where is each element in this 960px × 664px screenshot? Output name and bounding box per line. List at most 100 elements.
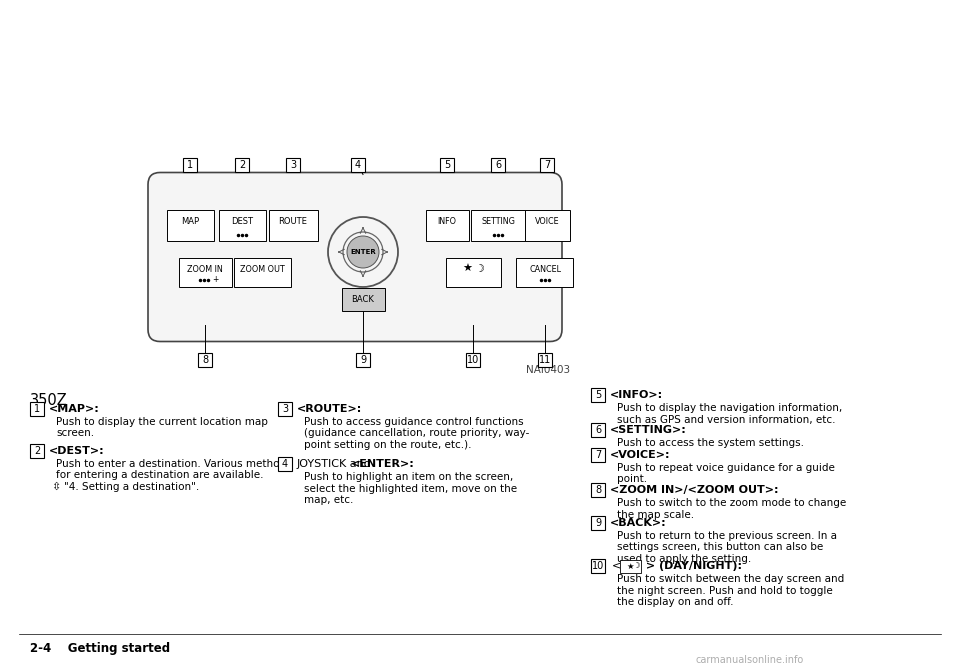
FancyBboxPatch shape (591, 516, 605, 530)
Text: 9: 9 (595, 518, 601, 528)
Text: screen.: screen. (56, 428, 94, 438)
FancyBboxPatch shape (30, 402, 44, 416)
Text: "4. Setting a destination".: "4. Setting a destination". (64, 482, 200, 492)
Text: ★: ★ (462, 264, 472, 274)
FancyBboxPatch shape (591, 559, 605, 573)
FancyBboxPatch shape (470, 210, 525, 240)
Text: +: + (212, 276, 218, 284)
FancyBboxPatch shape (466, 353, 480, 367)
FancyBboxPatch shape (183, 158, 197, 172)
Text: 6: 6 (495, 160, 501, 170)
Text: such as GPS and version information, etc.: such as GPS and version information, etc… (617, 414, 835, 424)
Text: ZOOM OUT: ZOOM OUT (240, 264, 284, 274)
Text: the map scale.: the map scale. (617, 509, 694, 519)
Text: <ZOOM IN>/<ZOOM OUT>:: <ZOOM IN>/<ZOOM OUT>: (610, 485, 779, 495)
Text: for entering a destination are available.: for entering a destination are available… (56, 471, 263, 481)
FancyBboxPatch shape (440, 158, 454, 172)
FancyBboxPatch shape (445, 258, 500, 286)
FancyBboxPatch shape (233, 258, 291, 286)
Text: <BACK>:: <BACK>: (610, 518, 666, 528)
FancyBboxPatch shape (516, 258, 572, 286)
Text: 10: 10 (467, 355, 479, 365)
FancyBboxPatch shape (235, 158, 249, 172)
Text: 10: 10 (592, 561, 604, 571)
Text: <VOICE>:: <VOICE>: (610, 450, 670, 460)
FancyBboxPatch shape (351, 158, 365, 172)
FancyBboxPatch shape (179, 258, 231, 286)
Text: select the highlighted item, move on the: select the highlighted item, move on the (304, 483, 517, 493)
Text: <: < (612, 561, 625, 571)
Text: 4: 4 (282, 459, 288, 469)
Text: 9: 9 (360, 355, 366, 365)
Text: DEST: DEST (231, 216, 253, 226)
Text: 7: 7 (544, 160, 550, 170)
Text: 3: 3 (282, 404, 288, 414)
Text: 2: 2 (239, 160, 245, 170)
FancyBboxPatch shape (591, 483, 605, 497)
Text: > (DAY/NIGHT):: > (DAY/NIGHT): (642, 561, 742, 571)
FancyBboxPatch shape (619, 560, 640, 572)
Text: 7: 7 (595, 450, 601, 460)
Text: the display on and off.: the display on and off. (617, 597, 733, 607)
Text: the night screen. Push and hold to toggle: the night screen. Push and hold to toggl… (617, 586, 832, 596)
FancyBboxPatch shape (342, 288, 385, 311)
Text: ZOOM IN: ZOOM IN (187, 264, 223, 274)
Text: <ROUTE>:: <ROUTE>: (297, 404, 362, 414)
FancyBboxPatch shape (269, 210, 318, 240)
Text: <SETTING>:: <SETTING>: (610, 425, 686, 435)
FancyBboxPatch shape (425, 210, 468, 240)
Text: <DEST>:: <DEST>: (49, 446, 105, 456)
Text: 1: 1 (34, 404, 40, 414)
Text: 4: 4 (355, 160, 361, 170)
Text: <INFO>:: <INFO>: (610, 390, 663, 400)
FancyBboxPatch shape (30, 444, 44, 458)
Text: SETTING: SETTING (481, 216, 515, 226)
Text: Push to access guidance control functions: Push to access guidance control function… (304, 417, 523, 427)
FancyBboxPatch shape (278, 402, 292, 416)
Text: carmanualsonline.info: carmanualsonline.info (696, 655, 804, 664)
FancyBboxPatch shape (524, 210, 569, 240)
FancyBboxPatch shape (166, 210, 213, 240)
FancyBboxPatch shape (491, 158, 505, 172)
Text: Push to display the current location map: Push to display the current location map (56, 417, 268, 427)
Text: used to apply the setting.: used to apply the setting. (617, 554, 752, 564)
Text: 11: 11 (539, 355, 551, 365)
Text: 8: 8 (595, 485, 601, 495)
Text: Push to repeat voice guidance for a guide: Push to repeat voice guidance for a guid… (617, 463, 835, 473)
Text: ROUTE: ROUTE (278, 216, 307, 226)
Text: Push to return to the previous screen. In a: Push to return to the previous screen. I… (617, 531, 837, 541)
Text: ☽: ☽ (632, 562, 639, 570)
Text: ⇳: ⇳ (51, 482, 60, 492)
Text: NAI0403: NAI0403 (526, 365, 570, 375)
Text: 8: 8 (202, 355, 208, 365)
Text: Push to highlight an item on the screen,: Push to highlight an item on the screen, (304, 472, 514, 482)
FancyBboxPatch shape (591, 448, 605, 462)
Text: settings screen, this button can also be: settings screen, this button can also be (617, 542, 824, 552)
Text: INFO: INFO (438, 216, 457, 226)
FancyBboxPatch shape (198, 353, 212, 367)
FancyBboxPatch shape (356, 353, 370, 367)
Text: Push to switch between the day screen and: Push to switch between the day screen an… (617, 574, 844, 584)
Text: <MAP>:: <MAP>: (49, 404, 100, 414)
Text: VOICE: VOICE (535, 216, 560, 226)
Text: Push to access the system settings.: Push to access the system settings. (617, 438, 804, 448)
FancyBboxPatch shape (591, 388, 605, 402)
Text: Push to display the navigation information,: Push to display the navigation informati… (617, 403, 842, 413)
Text: point.: point. (617, 475, 647, 485)
FancyBboxPatch shape (278, 457, 292, 471)
Text: <ENTER>:: <ENTER>: (351, 459, 415, 469)
Text: 2: 2 (34, 446, 40, 456)
Text: 350Z: 350Z (30, 393, 68, 408)
Text: 1: 1 (187, 160, 193, 170)
Text: 6: 6 (595, 425, 601, 435)
Text: ☽: ☽ (475, 264, 485, 274)
FancyBboxPatch shape (591, 423, 605, 437)
FancyBboxPatch shape (219, 210, 266, 240)
Text: ★: ★ (626, 562, 634, 570)
Text: Push to switch to the zoom mode to change: Push to switch to the zoom mode to chang… (617, 498, 847, 508)
Text: 5: 5 (444, 160, 450, 170)
Text: (guidance cancellation, route priority, way-: (guidance cancellation, route priority, … (304, 428, 529, 438)
Text: 5: 5 (595, 390, 601, 400)
FancyBboxPatch shape (286, 158, 300, 172)
Text: CANCEL: CANCEL (529, 264, 561, 274)
